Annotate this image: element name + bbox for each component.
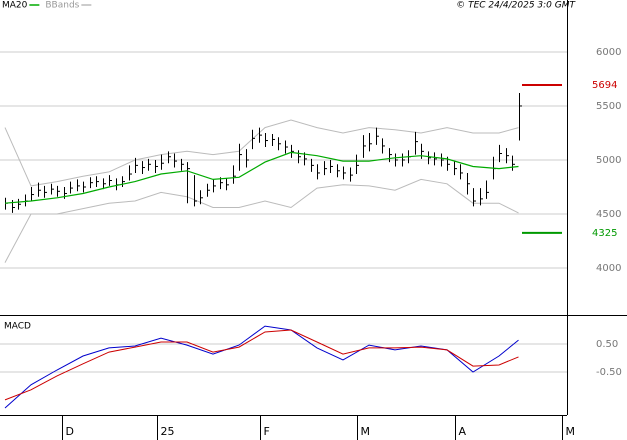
y-tick-label: 4000 xyxy=(596,263,621,274)
x-tick-label: M xyxy=(361,425,371,438)
legend-label: BBands xyxy=(45,1,79,11)
y-tick-label: -0.50 xyxy=(596,367,622,378)
x-tick-label: M xyxy=(566,425,576,438)
band-lower xyxy=(4,178,519,263)
legend-label: MA20 xyxy=(2,1,28,11)
y-tick-label: 4500 xyxy=(596,209,621,220)
credit: © TEC 24/4/2025 3:0 GMT xyxy=(456,1,576,11)
macd-line xyxy=(4,329,519,401)
y-tick-label: 5000 xyxy=(596,155,621,166)
y-tick-label: 6000 xyxy=(596,47,621,58)
level-label: 5694 xyxy=(592,80,617,91)
level-label: 4325 xyxy=(592,228,617,239)
x-tick-label: D xyxy=(66,425,74,438)
y-tick-label: 5500 xyxy=(596,101,621,112)
x-tick-label: A xyxy=(459,425,467,438)
ma-line xyxy=(4,151,519,204)
panel-title: MACD xyxy=(4,322,31,332)
band-upper xyxy=(4,119,519,187)
y-tick-label: 0.50 xyxy=(596,339,618,350)
x-tick-label: 25 xyxy=(161,425,175,438)
x-tick-label: F xyxy=(264,425,270,438)
